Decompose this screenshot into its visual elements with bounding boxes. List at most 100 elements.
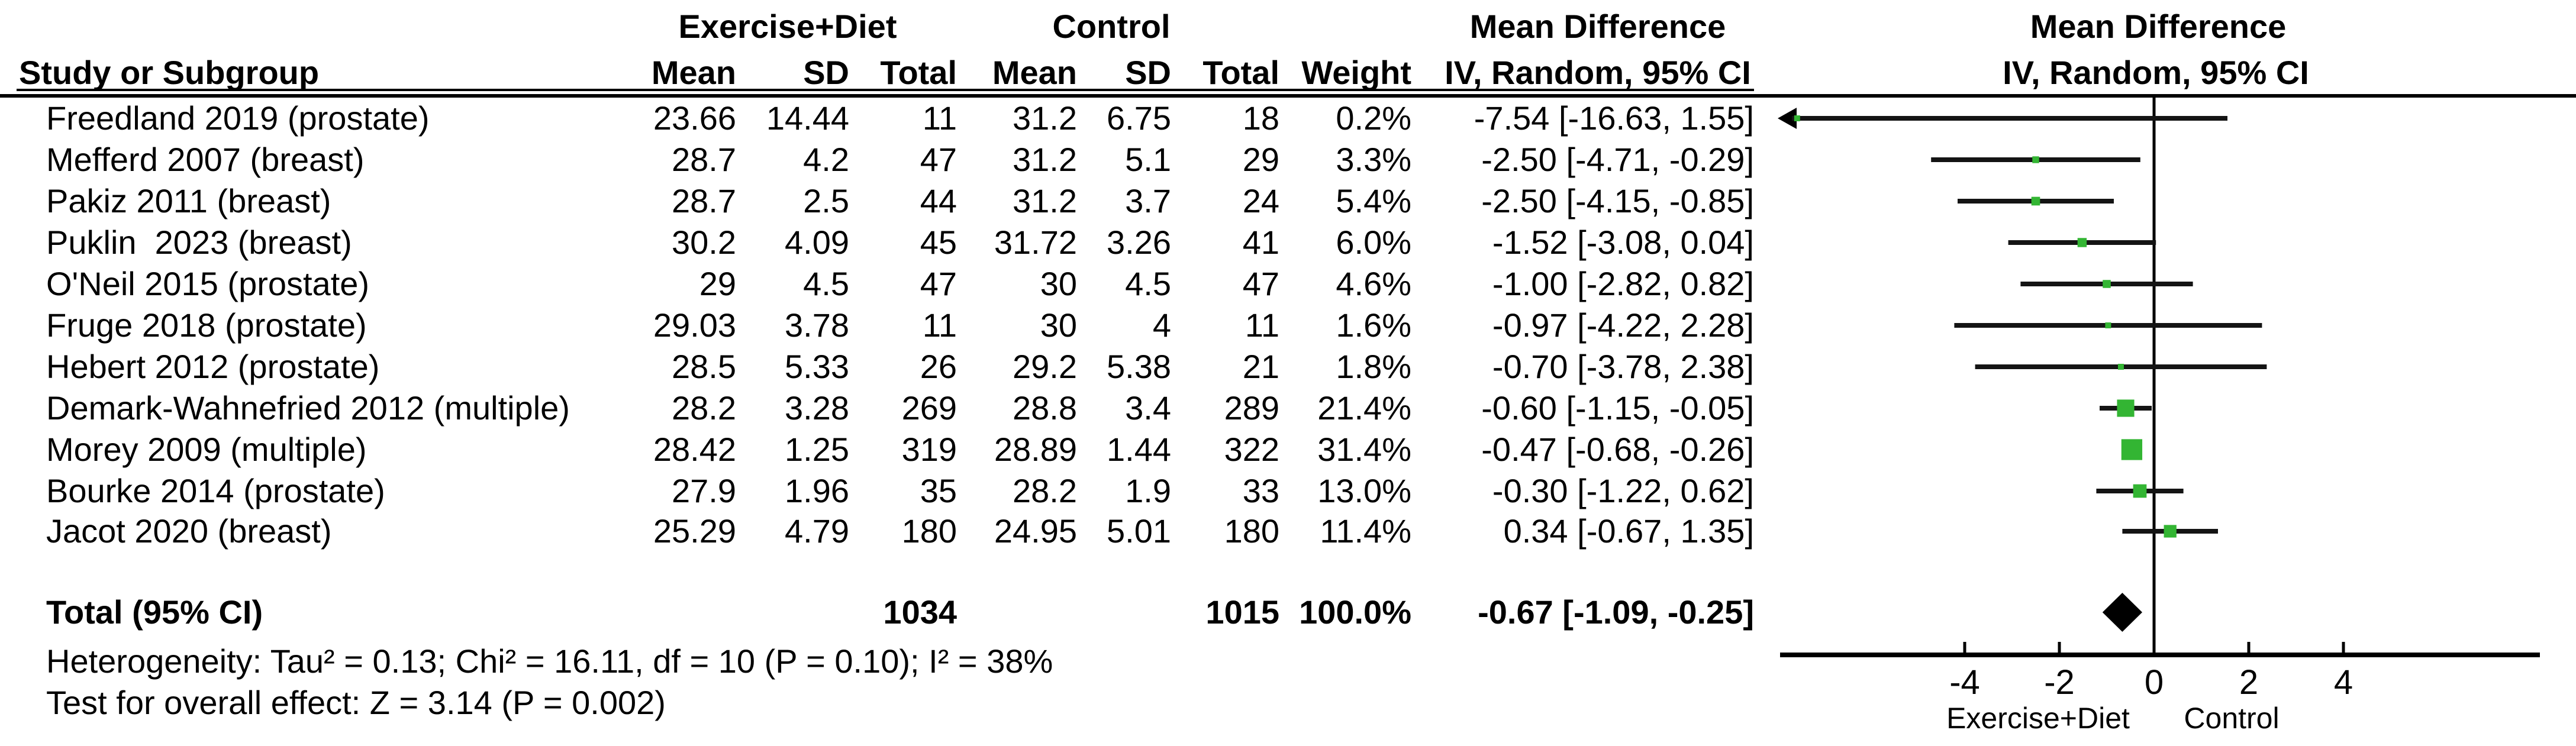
- effect-marker: [2103, 280, 2111, 288]
- md-ci-value: -0.70 [-3.78, 2.38]: [1492, 348, 1754, 385]
- control-mean: 31.72: [994, 224, 1077, 261]
- md-column-title: Mean Difference: [1469, 8, 1726, 45]
- md-ci-value: -0.47 [-0.68, -0.26]: [1481, 431, 1754, 468]
- exercise-mean: 28.2: [672, 389, 736, 427]
- md-ci-value: -1.52 [-3.08, 0.04]: [1492, 224, 1754, 261]
- exercise-sd: 1.96: [785, 472, 849, 509]
- header-weight: Weight: [1301, 54, 1411, 91]
- effect-marker: [2031, 196, 2040, 206]
- axis-tick-label: 2: [2239, 663, 2258, 702]
- study-name: Mefferd 2007 (breast): [46, 141, 365, 178]
- axis-label-favours-exercise-diet: Exercise+Diet: [1946, 702, 2130, 735]
- control-total: 289: [1224, 389, 1279, 427]
- heterogeneity-stats: Heterogeneity: Tau² = 0.13; Chi² = 16.11…: [46, 642, 1053, 680]
- control-sd: 4.5: [1125, 265, 1171, 302]
- control-mean: 28.8: [1013, 389, 1077, 427]
- axis-tick-label: -2: [2044, 663, 2075, 702]
- axis-tick-label: 4: [2334, 663, 2353, 702]
- control-total: 180: [1224, 512, 1279, 550]
- total-weight: 100.0%: [1299, 593, 1411, 631]
- effect-marker: [2121, 439, 2143, 460]
- axis-tick: [2342, 642, 2345, 655]
- column-group-exercise-diet: Exercise+Diet: [678, 8, 897, 45]
- study-name: O'Neil 2015 (prostate): [46, 265, 370, 302]
- effect-marker: [2164, 525, 2177, 538]
- total-row: Total (95% CI) 1034 1015 100.0% -0.67 [-…: [0, 592, 2576, 633]
- header-control-mean: Mean: [992, 54, 1077, 91]
- weight-value: 11.4%: [1320, 512, 1411, 550]
- x-axis-line: [1780, 653, 2540, 657]
- ci-line: [1792, 116, 2227, 121]
- control-total: 11: [1245, 306, 1279, 344]
- total-exercise-n: 1034: [883, 593, 957, 631]
- exercise-mean: 29.03: [653, 306, 736, 344]
- study-name: Hebert 2012 (prostate): [46, 348, 380, 385]
- exercise-total: 269: [901, 389, 957, 427]
- study-name: Fruge 2018 (prostate): [46, 306, 367, 344]
- control-total: 18: [1242, 99, 1279, 137]
- effect-marker: [2105, 322, 2111, 328]
- control-mean: 24.95: [994, 512, 1077, 550]
- weight-value: 0.2%: [1336, 99, 1411, 137]
- overall-effect-test: Test for overall effect: Z = 3.14 (P = 0…: [46, 684, 666, 721]
- exercise-mean: 27.9: [672, 472, 736, 509]
- exercise-sd: 14.44: [766, 99, 849, 137]
- weight-value: 1.8%: [1336, 348, 1411, 385]
- control-mean: 31.2: [1013, 99, 1077, 137]
- exercise-sd: 3.28: [785, 389, 849, 427]
- exercise-mean: 28.5: [672, 348, 736, 385]
- effect-marker: [2133, 484, 2147, 498]
- header-exercise-sd: SD: [803, 54, 849, 91]
- header-control-total: Total: [1202, 54, 1279, 91]
- study-name: Demark-Wahnefried 2012 (multiple): [46, 389, 570, 427]
- weight-value: 21.4%: [1317, 389, 1411, 427]
- exercise-mean: 30.2: [672, 224, 736, 261]
- control-sd: 3.4: [1125, 389, 1171, 427]
- md-plot-title: Mean Difference: [2030, 8, 2287, 45]
- md-ci-value: -1.00 [-2.82, 0.82]: [1492, 265, 1754, 302]
- exercise-sd: 1.25: [785, 431, 849, 468]
- exercise-sd: 4.79: [785, 512, 849, 550]
- exercise-total: 11: [922, 99, 957, 137]
- table-row: Bourke 2014 (prostate) 27.9 1.96 35 28.2…: [0, 470, 2576, 512]
- table-row: Hebert 2012 (prostate) 28.5 5.33 26 29.2…: [0, 346, 2576, 387]
- header-exercise-mean: Mean: [651, 54, 736, 91]
- control-sd: 5.01: [1107, 512, 1171, 550]
- control-sd: 1.44: [1107, 431, 1171, 468]
- axis-tick-label: 0: [2145, 663, 2164, 702]
- table-row: Freedland 2019 (prostate) 23.66 14.44 11…: [0, 98, 2576, 139]
- total-diamond: [2102, 593, 2142, 632]
- control-sd: 3.7: [1125, 182, 1171, 219]
- weight-value: 3.3%: [1336, 141, 1411, 178]
- axis-tick: [2058, 642, 2061, 655]
- weight-value: 1.6%: [1336, 306, 1411, 344]
- exercise-mean: 28.7: [672, 141, 736, 178]
- control-mean: 28.2: [1013, 472, 1077, 509]
- control-sd: 6.75: [1107, 99, 1171, 137]
- control-total: 24: [1242, 182, 1279, 219]
- exercise-mean: 28.42: [653, 431, 736, 468]
- exercise-total: 44: [920, 182, 957, 219]
- header-exercise-total: Total: [880, 54, 957, 91]
- control-mean: 28.89: [994, 431, 1077, 468]
- exercise-sd: 3.78: [785, 306, 849, 344]
- study-name: Jacot 2020 (breast): [46, 512, 332, 550]
- table-row: Jacot 2020 (breast) 25.29 4.79 180 24.95…: [0, 511, 2576, 552]
- header-ci-method: IV, Random, 95% CI: [1445, 54, 1751, 91]
- md-ci-value: -0.60 [-1.15, -0.05]: [1481, 389, 1754, 427]
- header-rule-thin: [17, 89, 1754, 91]
- exercise-total: 35: [920, 472, 957, 509]
- control-sd: 5.1: [1125, 141, 1171, 178]
- header-ci-method-plot: IV, Random, 95% CI: [2003, 54, 2309, 91]
- header-study-or-subgroup: Study or Subgroup: [19, 54, 320, 91]
- study-name: Freedland 2019 (prostate): [46, 99, 430, 137]
- control-mean: 31.2: [1013, 141, 1077, 178]
- md-ci-value: -2.50 [-4.71, -0.29]: [1481, 141, 1754, 178]
- control-sd: 1.9: [1125, 472, 1171, 509]
- axis-tick: [2152, 642, 2156, 655]
- axis-tick-label: -4: [1949, 663, 1980, 702]
- total-control-n: 1015: [1205, 593, 1279, 631]
- exercise-total: 11: [922, 306, 957, 344]
